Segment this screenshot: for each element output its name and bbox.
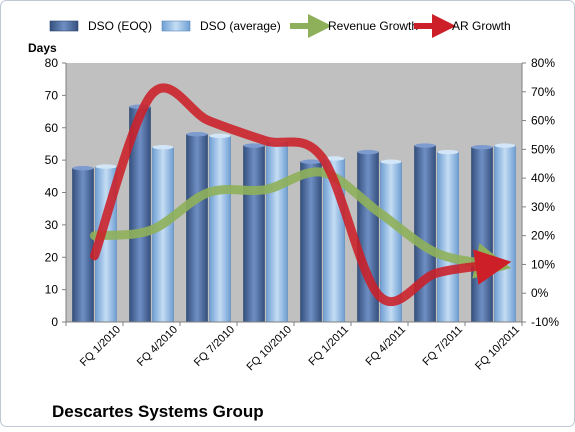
y-tick-label: 20 (45, 250, 59, 264)
bar (243, 145, 265, 323)
y-axis: 0 10 20 30 40 50 60 70 80 (45, 56, 67, 329)
bar (186, 133, 208, 323)
y-tick-label: 0 (51, 315, 58, 329)
y2-axis: -10% 0% 10% 20% 30% 40% 50% 60% 70% 80% (521, 56, 559, 329)
bar-top (95, 164, 117, 169)
legend-swatch (49, 20, 79, 32)
y2-tick-label: 30% (531, 200, 555, 214)
bar-top (186, 132, 208, 137)
y-tick-label: 70 (45, 88, 59, 102)
y2-tick-label: 70% (531, 85, 555, 99)
bar-top (437, 149, 459, 155)
y2-tick-label: 50% (531, 142, 555, 156)
bar-top (300, 159, 322, 164)
bar-top (209, 133, 231, 139)
y-tick-label: 10 (45, 283, 59, 297)
bar-top (471, 144, 493, 150)
y-tick-label: 80 (45, 56, 59, 70)
bar (300, 161, 322, 323)
y2-tick-label: 40% (531, 171, 555, 185)
bar-top (357, 149, 379, 155)
legend-label: DSO (average) (200, 19, 281, 33)
series-line (90, 167, 512, 279)
y-tick-label: 40 (45, 186, 59, 200)
y2-tick-label: 20% (531, 229, 555, 243)
bar (152, 146, 174, 323)
legend: DSO (EOQ) DSO (average) Revenue Growth AR G… (49, 14, 511, 38)
y2-tick-label: 10% (531, 257, 555, 271)
y-axis-label: Days (28, 41, 57, 55)
bar (471, 146, 493, 323)
bar-top (414, 143, 436, 148)
legend-swatch (161, 20, 191, 32)
y2-tick-label: 80% (531, 56, 555, 70)
lines (90, 83, 512, 307)
y2-tick-label: 0% (531, 286, 549, 300)
bar (72, 167, 94, 323)
y-tick-label: 30 (45, 218, 59, 232)
bar-top (72, 166, 94, 171)
y2-tick-label: 60% (531, 114, 555, 128)
y2-tick-label: -10% (531, 315, 559, 329)
bar (494, 145, 516, 323)
series-line (90, 83, 512, 307)
bar-top (494, 143, 516, 148)
bar (209, 135, 231, 323)
bar (414, 145, 436, 323)
legend-label: AR Growth (452, 19, 511, 33)
y-tick-label: 50 (45, 153, 59, 167)
bar-top (152, 144, 174, 150)
bar-top (243, 143, 265, 148)
bar (437, 151, 459, 323)
bar-top (380, 159, 402, 164)
bar (266, 140, 288, 323)
legend-label: Revenue Growth (328, 19, 418, 33)
y-tick-label: 60 (45, 121, 59, 135)
legend-label: DSO (EOQ) (88, 19, 152, 33)
chart-title: Descartes Systems Group (52, 402, 264, 421)
